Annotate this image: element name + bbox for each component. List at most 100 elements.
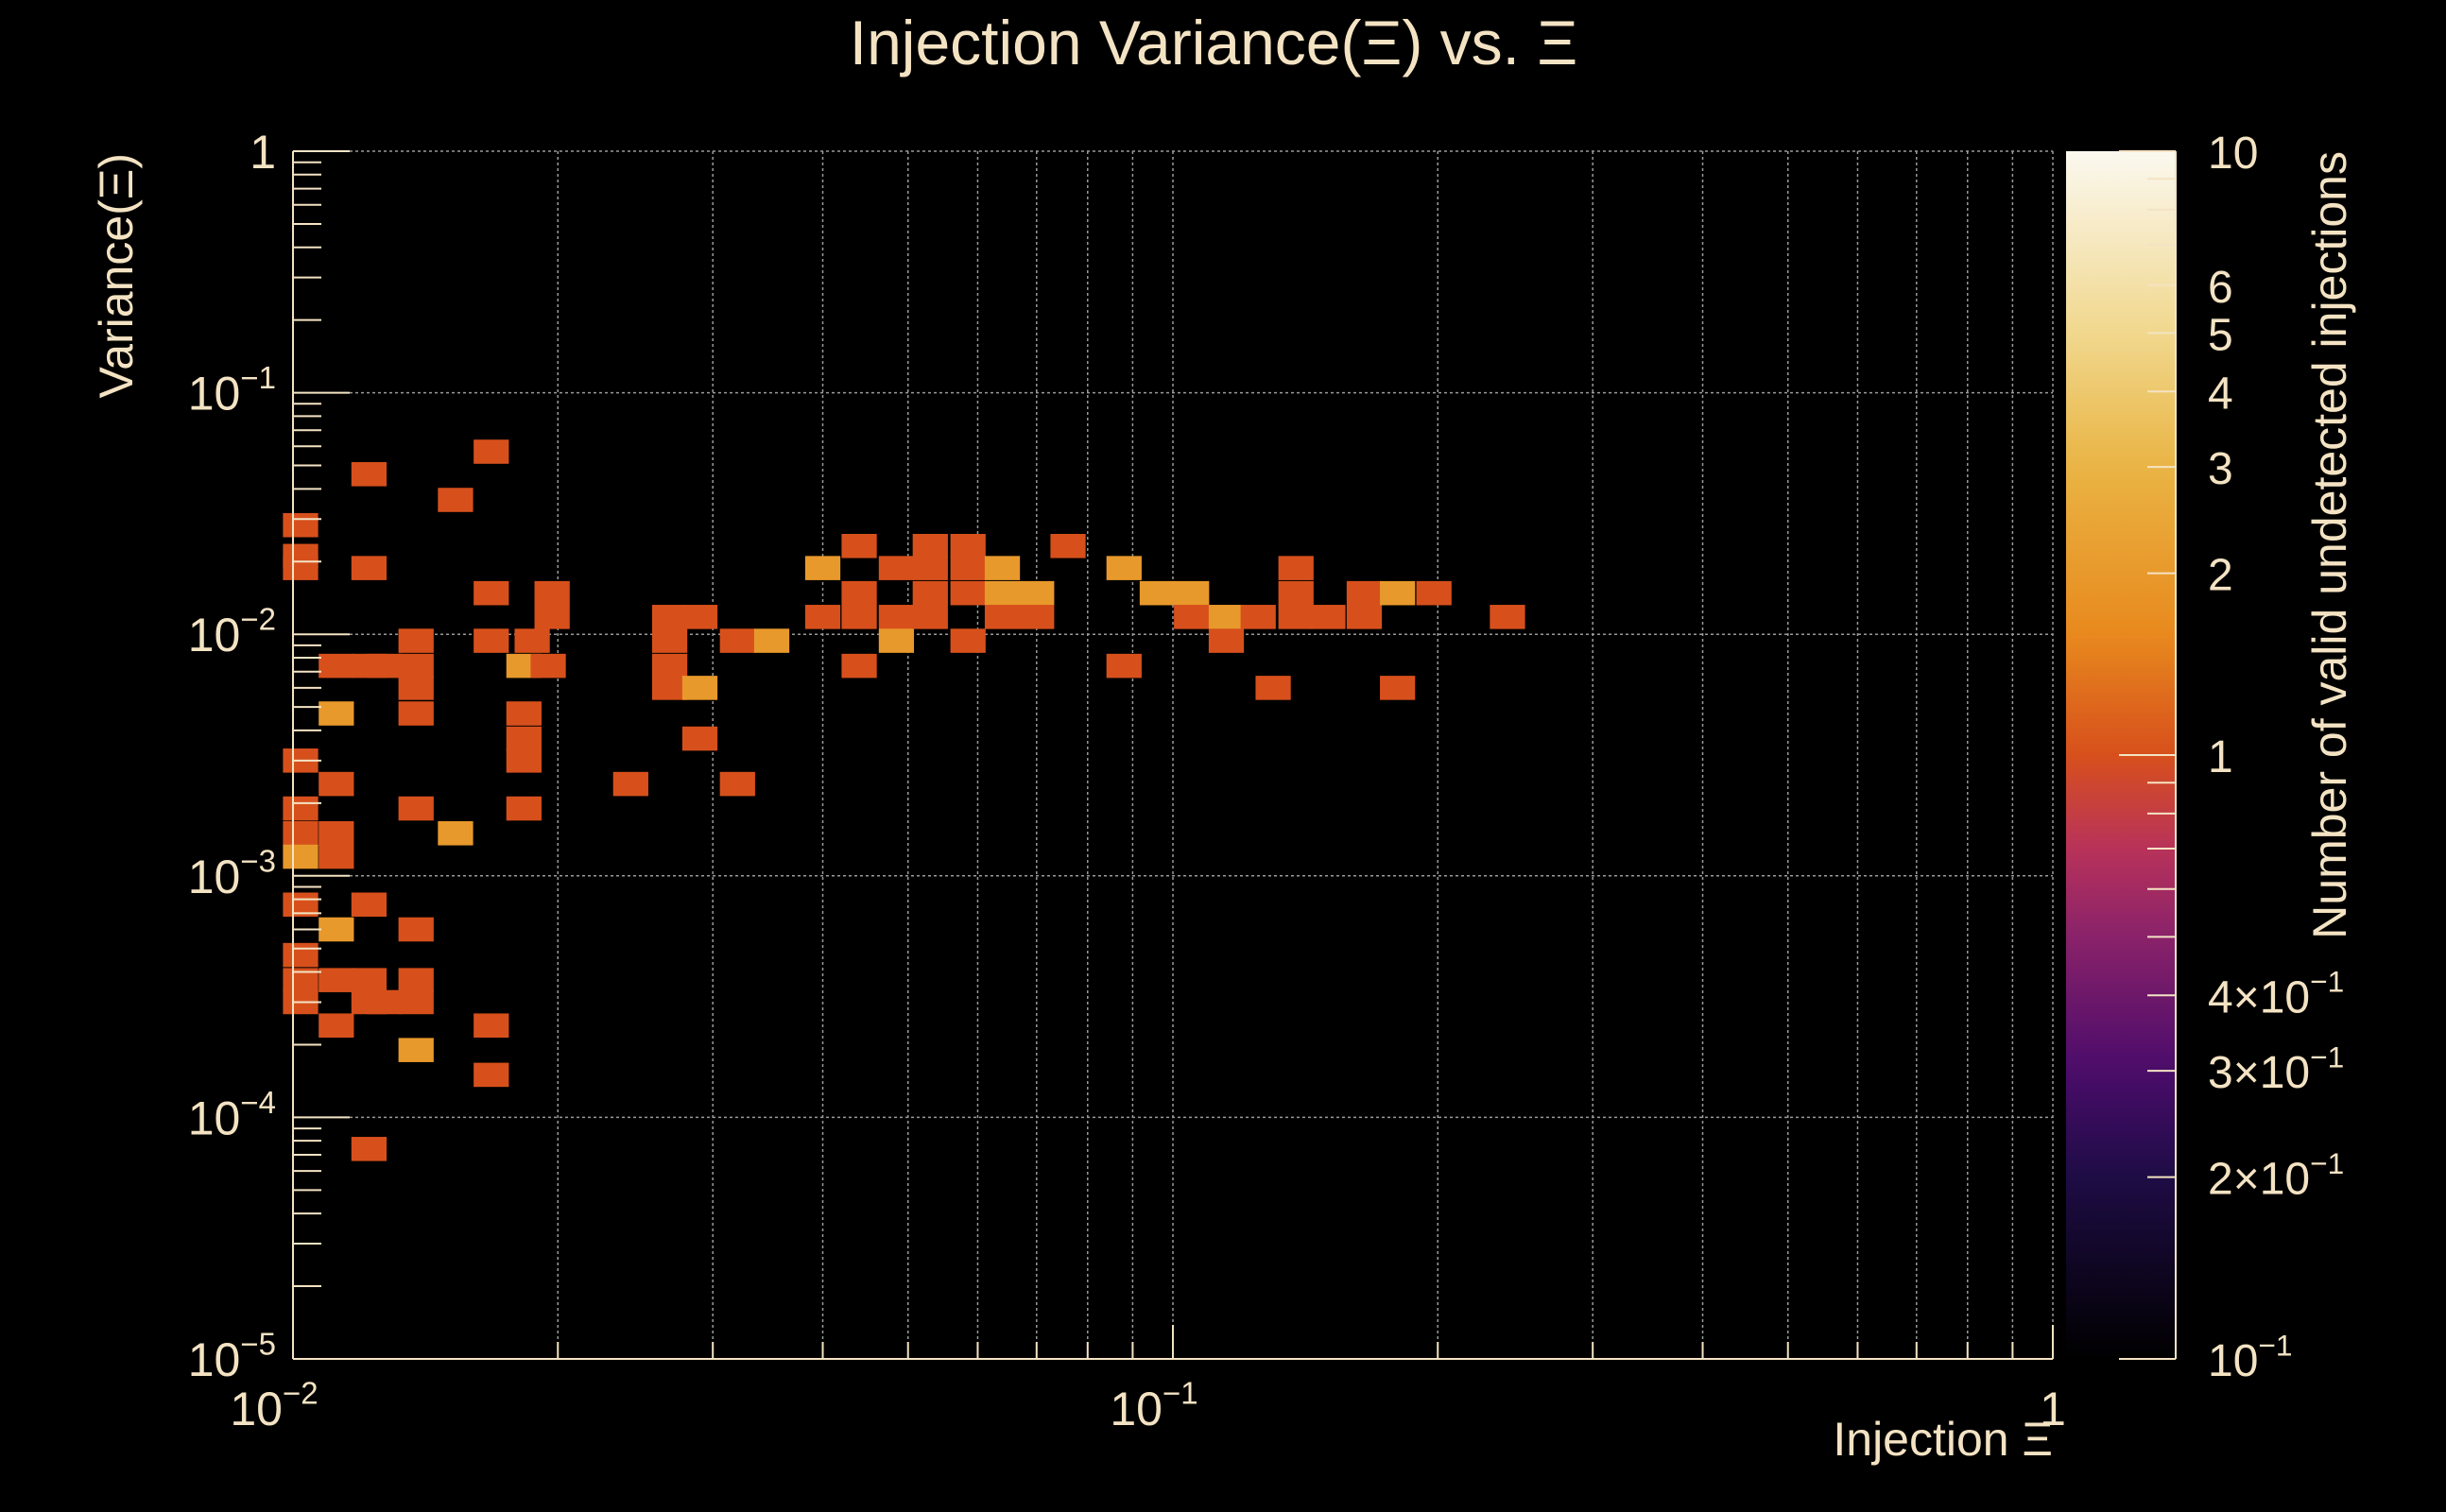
heatmap-bin: [1310, 605, 1346, 629]
heatmap-bin: [719, 628, 755, 653]
heatmap-bin: [438, 821, 474, 846]
heatmap-bin: [1380, 580, 1416, 606]
heatmap-bin: [398, 653, 434, 679]
heatmap-bin: [438, 488, 474, 512]
colorbar-tick-label: 10−1: [2208, 1328, 2293, 1386]
heatmap-bin: [841, 653, 877, 679]
heatmap-bin: [283, 556, 319, 580]
heatmap-bin: [950, 628, 986, 653]
heatmap-bin: [319, 653, 354, 679]
heatmap-bin: [681, 605, 718, 629]
heatmap-bin: [283, 942, 319, 968]
heatmap-bin: [283, 821, 319, 846]
heatmap-bin: [912, 556, 948, 580]
y-tick-label: 1: [250, 126, 276, 179]
heatmap-bin: [514, 628, 550, 653]
heatmap-bin: [398, 796, 434, 821]
colorbar-tick-label: 1: [2208, 732, 2233, 782]
heatmap-bin: [1208, 605, 1245, 629]
heatmap-bin: [367, 989, 403, 1015]
heatmap-bin: [804, 556, 841, 580]
colorbar-tick-label: 6: [2208, 263, 2233, 313]
heatmap-bin: [534, 605, 570, 629]
heatmap-bin: [950, 534, 986, 558]
heatmap-bin: [474, 1062, 509, 1088]
heatmap-bin: [474, 628, 509, 653]
heatmap-bin: [506, 796, 542, 821]
heatmap-bin: [651, 653, 688, 679]
heatmap-bin: [398, 968, 434, 992]
heatmap-bin: [534, 580, 570, 606]
heatmap-bin: [1346, 580, 1383, 606]
colorbar-tick-label: 2: [2208, 551, 2233, 601]
heatmap-bin: [319, 917, 354, 942]
heatmap-bin: [474, 1013, 509, 1038]
heatmap-bin: [878, 556, 915, 580]
heatmap-bin: [1490, 605, 1525, 629]
heatmap-bin: [530, 653, 566, 679]
colorbar-tick-label: 10: [2208, 129, 2258, 179]
heatmap-bin: [1380, 676, 1416, 700]
heatmap-bin: [912, 605, 948, 629]
heatmap-bin: [1278, 556, 1314, 580]
colorbar-label: Number of valid undetected injections: [2303, 151, 2356, 939]
heatmap-bin: [1416, 580, 1452, 606]
heatmap-bin: [1174, 605, 1210, 629]
heatmap-bin: [651, 628, 688, 653]
heatmap-bin: [841, 605, 877, 629]
y-tick-label: 10−3: [188, 843, 276, 903]
heatmap-bin: [651, 605, 688, 629]
heatmap-bin: [1278, 580, 1314, 606]
colorbar: 10 65 4 3 2 1 4×10−1 3×10−1 2×10−1 10−1: [2066, 129, 2344, 1386]
heatmap-bin: [1255, 676, 1291, 700]
x-axis-label: Injection Ξ: [1833, 1413, 2053, 1466]
colorbar-tick-label: 4: [2208, 369, 2233, 419]
heatmap-bin: [612, 771, 648, 797]
colorbar-tick-label: 2×10−1: [2208, 1146, 2344, 1205]
heatmap-bin: [319, 701, 354, 726]
colorbar-tick-label: 3: [2208, 444, 2233, 494]
heatmap-bin: [878, 605, 915, 629]
heatmap-bin: [984, 556, 1021, 580]
y-tick-label: 10−2: [188, 602, 276, 662]
heatmap-bin: [351, 462, 388, 487]
heatmap-bin: [319, 771, 354, 797]
heatmap-bin: [950, 556, 986, 580]
heatmap-bin: [1208, 628, 1245, 653]
heatmap-bin: [1174, 580, 1210, 606]
heatmap-bin: [398, 1038, 434, 1062]
heatmap-bin: [319, 1013, 354, 1038]
heatmap-bin: [506, 726, 542, 751]
heatmap-bin: [681, 676, 718, 700]
heatmap-bin: [912, 580, 948, 606]
heatmap-bin: [319, 968, 354, 992]
heatmap-bin: [506, 701, 542, 726]
heatmap-bin: [474, 580, 509, 606]
heatmap-bin: [984, 605, 1021, 629]
heatmap-bin: [351, 892, 388, 918]
heatmap-bin: [398, 701, 434, 726]
heatmap-bin: [950, 580, 986, 606]
heatmap-bin: [398, 989, 434, 1015]
chart-title: Injection Variance(Ξ) vs. Ξ: [850, 8, 1578, 77]
colorbar-tick-label: 3×10−1: [2208, 1040, 2344, 1099]
heatmap-bin: [878, 628, 915, 653]
heatmap-bin: [319, 821, 354, 846]
heatmap-bin: [351, 968, 388, 992]
x-tick-label: 10−1: [1110, 1376, 1197, 1436]
y-tick-label: 10−5: [188, 1327, 276, 1387]
y-tick-label: 10−1: [188, 360, 276, 421]
y-axis-label: Variance(Ξ): [90, 153, 143, 398]
heatmap-bin: [1346, 605, 1383, 629]
heatmap-bin: [283, 844, 319, 869]
heatmap-bin: [319, 844, 354, 869]
x-tick-label: 10−2: [230, 1376, 318, 1436]
heatmap-bin: [398, 676, 434, 700]
heatmap-bin: [367, 653, 403, 679]
heatmap-bin: [474, 439, 509, 464]
heatmap-bin: [1240, 605, 1276, 629]
heatmap-bin: [1106, 653, 1142, 679]
heatmap-bin: [841, 580, 877, 606]
